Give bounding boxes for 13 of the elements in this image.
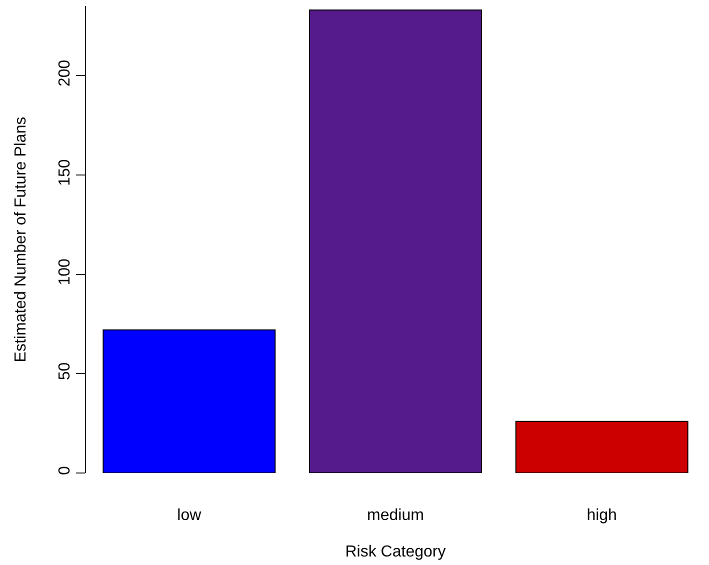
y-tick-label: 0 xyxy=(56,466,74,476)
y-tick-label: 200 xyxy=(56,60,74,86)
bar xyxy=(102,329,276,473)
y-tick-label: 100 xyxy=(56,258,74,286)
y-axis-title: Estimated Number of Future Plans xyxy=(12,116,30,362)
y-tick-label: 50 xyxy=(56,362,74,380)
x-tick-label: low xyxy=(177,507,202,524)
bar xyxy=(515,420,688,473)
x-axis-title: Risk Category xyxy=(345,544,446,561)
x-tick-label: medium xyxy=(367,507,424,524)
y-tick-label: 150 xyxy=(56,159,74,186)
x-tick-label: high xyxy=(586,507,617,524)
bar xyxy=(309,9,482,473)
